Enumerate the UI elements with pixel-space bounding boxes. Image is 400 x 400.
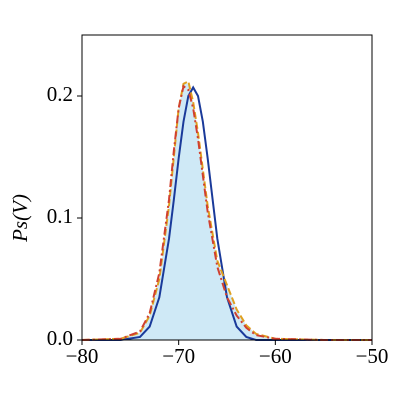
area <box>82 83 372 341</box>
x-tick-label: −50 <box>356 344 389 368</box>
line <box>81 84 372 341</box>
x-tick-label: −60 <box>259 344 292 368</box>
y-tick-label: 0.2 <box>47 82 73 106</box>
line <box>82 85 372 341</box>
plot-frame <box>81 34 373 341</box>
y-tick-label: 0.1 <box>47 204 73 228</box>
y-axis-label: Ps(V) <box>8 194 32 243</box>
x-tick-label: −80 <box>66 344 99 368</box>
x-tick-label: −70 <box>162 344 195 368</box>
y-tick-label: 0.0 <box>47 326 73 350</box>
line <box>81 79 372 341</box>
